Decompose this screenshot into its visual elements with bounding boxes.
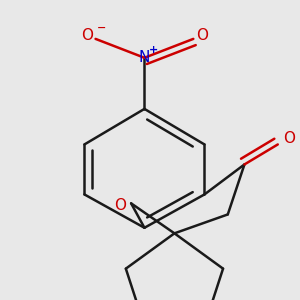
Text: O: O — [81, 28, 93, 43]
Text: O: O — [114, 198, 126, 213]
Text: N: N — [139, 50, 150, 65]
Text: −: − — [96, 23, 106, 33]
Text: O: O — [283, 131, 295, 146]
Text: O: O — [196, 28, 208, 43]
Text: +: + — [149, 45, 158, 55]
